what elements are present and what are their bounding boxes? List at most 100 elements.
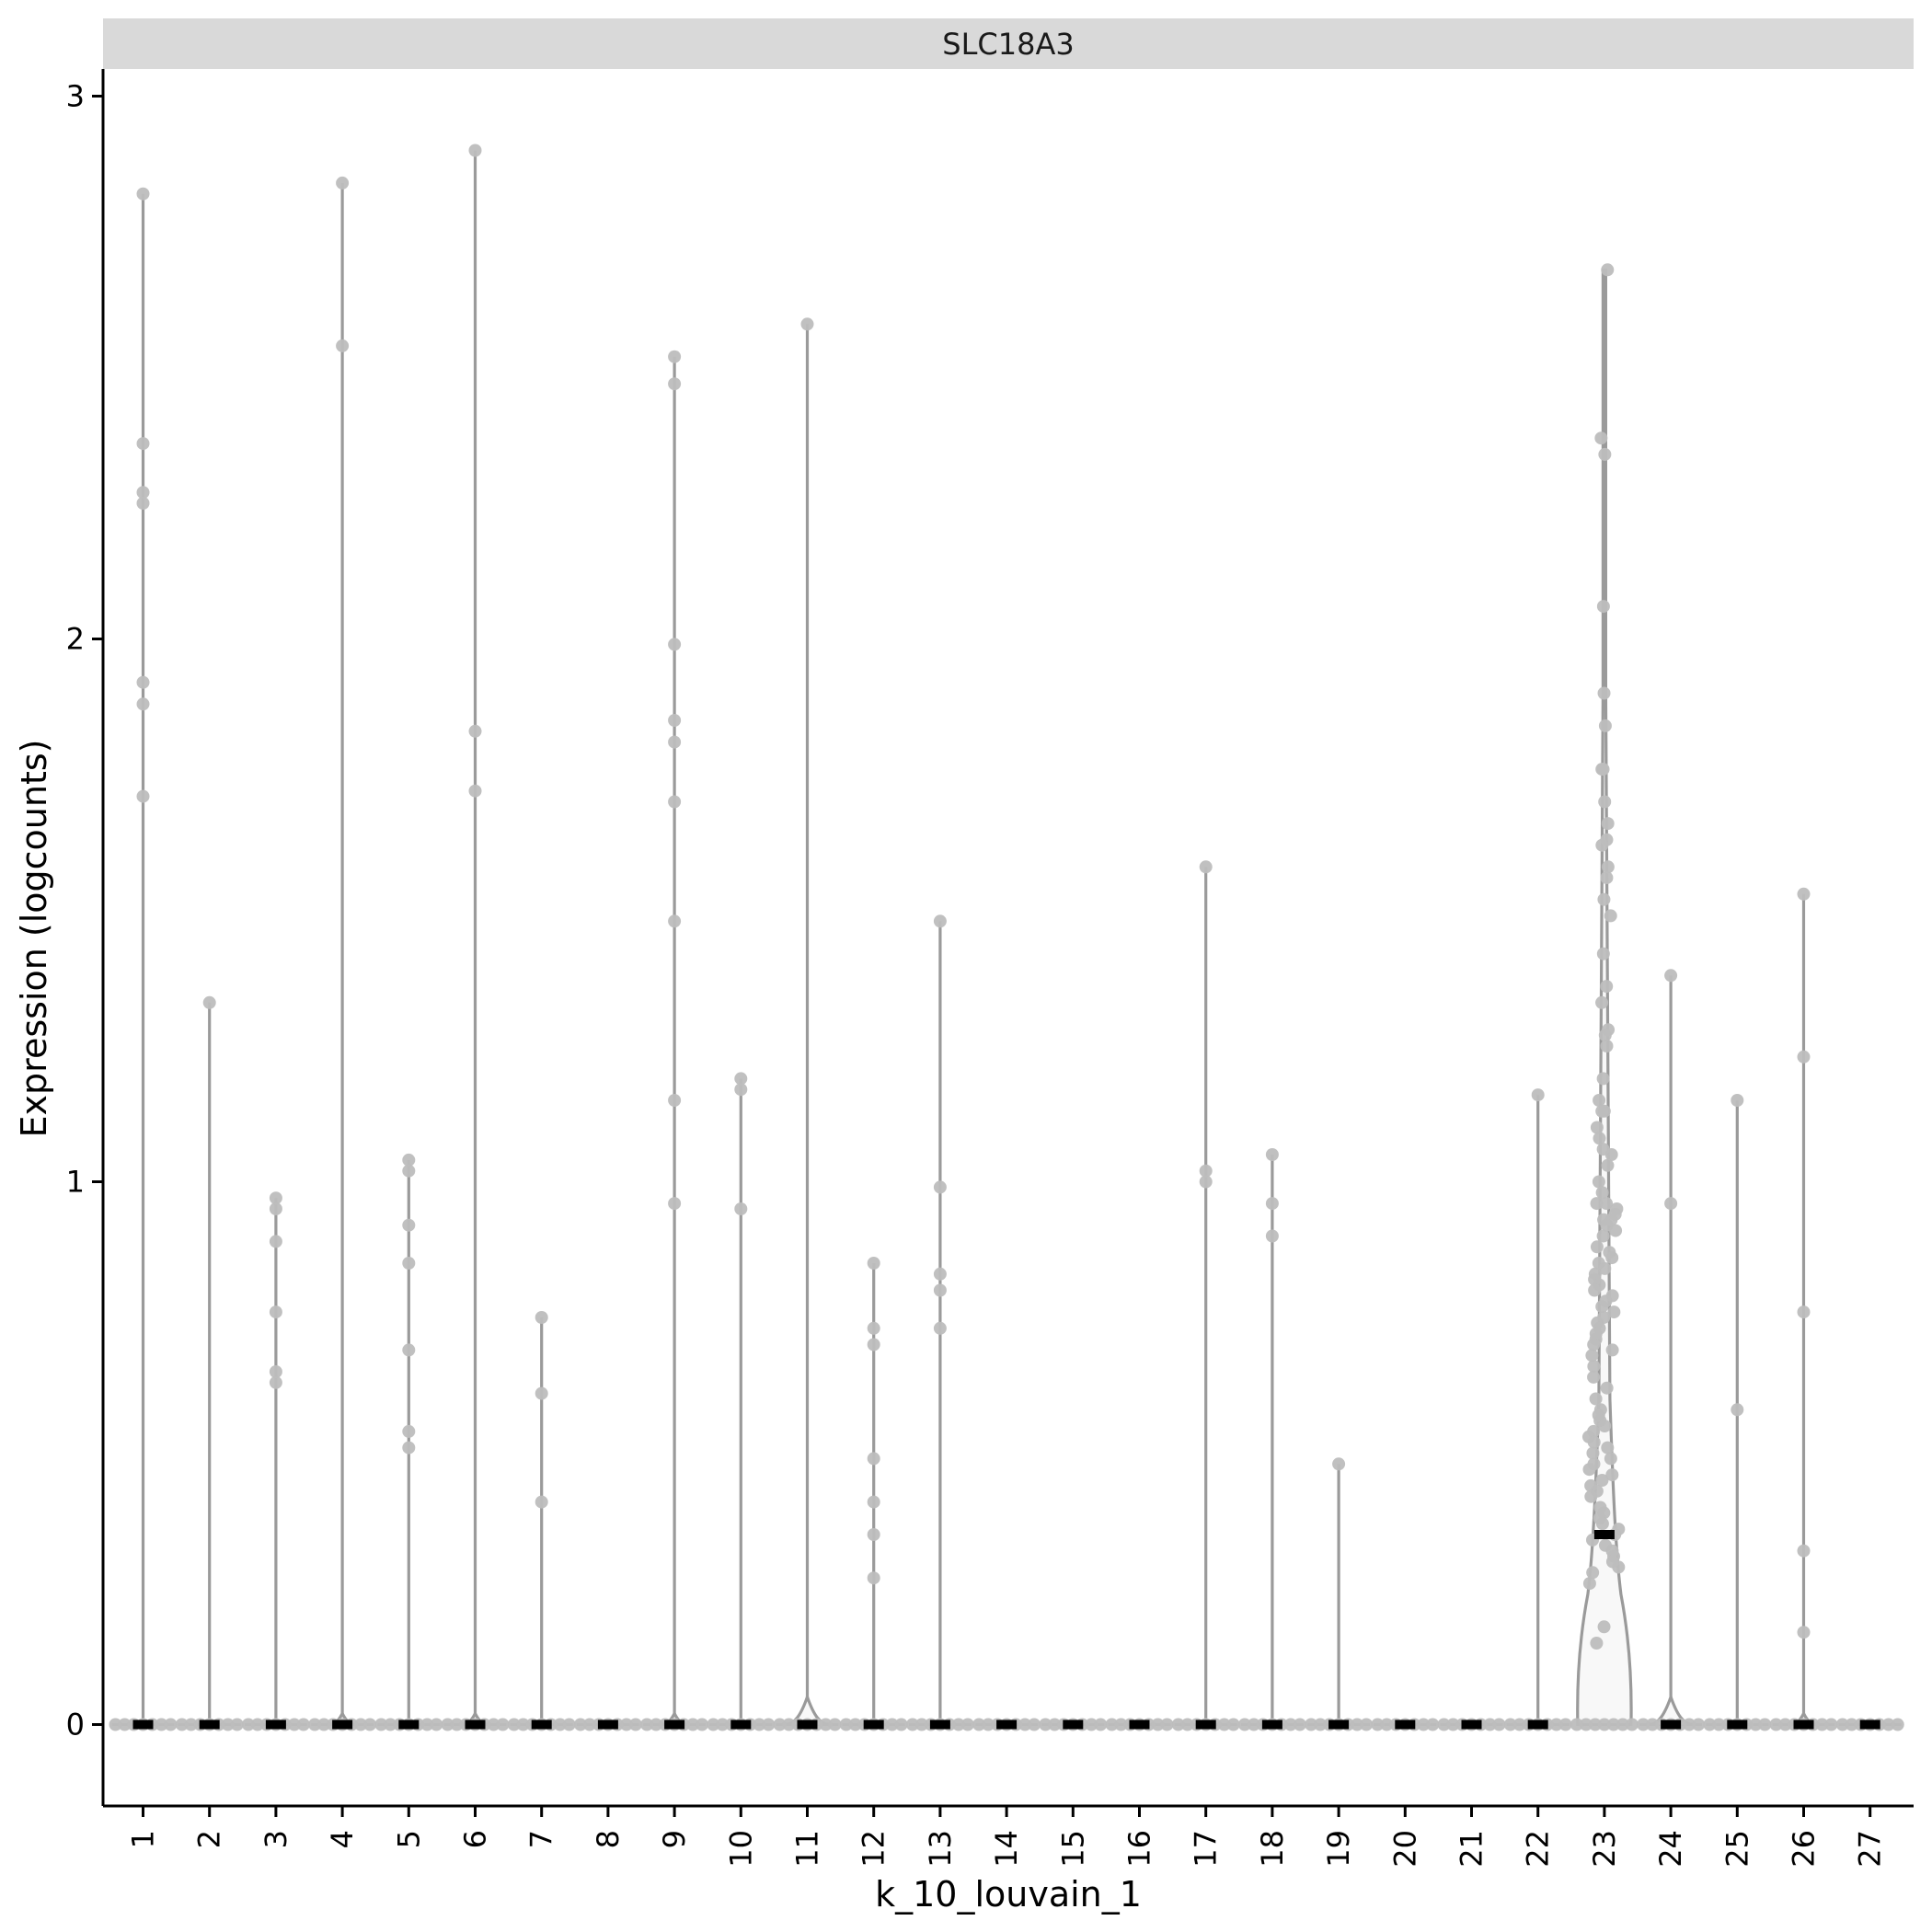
zero-point — [507, 1718, 521, 1731]
x-tick-label: 24 — [1653, 1830, 1688, 1868]
zero-point — [696, 1718, 709, 1731]
data-point — [535, 1311, 548, 1324]
data-point — [1601, 860, 1615, 874]
data-point — [402, 1218, 416, 1232]
data-point — [668, 914, 682, 928]
data-point — [933, 1321, 947, 1335]
data-point — [1582, 1577, 1596, 1591]
data-point — [1600, 1040, 1614, 1052]
x-tick-label: 27 — [1853, 1830, 1888, 1868]
x-tick-label: 8 — [591, 1830, 626, 1848]
data-point — [1604, 1148, 1618, 1161]
data-point — [1595, 1186, 1609, 1200]
zero-point — [1283, 1718, 1297, 1731]
zero-point — [782, 1718, 796, 1731]
zero-point — [619, 1718, 633, 1731]
data-point — [1605, 1251, 1619, 1265]
zero-point — [1646, 1718, 1660, 1731]
data-point — [1601, 263, 1615, 277]
zero-point — [230, 1718, 244, 1731]
data-point — [269, 1365, 282, 1378]
data-point — [136, 675, 150, 689]
data-point — [1600, 980, 1614, 994]
data-point — [269, 1305, 282, 1319]
data-point — [1598, 719, 1612, 732]
data-point — [1797, 1544, 1811, 1558]
zero-point — [1579, 1718, 1593, 1731]
zero-point — [1606, 1718, 1620, 1731]
zero-point — [1437, 1718, 1451, 1731]
data-point — [933, 1180, 947, 1194]
data-point — [1585, 1349, 1599, 1363]
data-point — [1612, 1560, 1626, 1574]
data-point — [1597, 892, 1611, 906]
zero-point — [1483, 1718, 1497, 1731]
x-tick-label: 25 — [1719, 1830, 1754, 1868]
y-axis-title: Expression (logcounts) — [14, 740, 54, 1138]
data-point — [867, 1528, 880, 1541]
data-point — [1590, 1637, 1604, 1650]
x-tick-label: 10 — [723, 1830, 758, 1868]
data-point — [1586, 1446, 1600, 1460]
data-point — [1601, 817, 1615, 831]
data-point — [1587, 1338, 1601, 1351]
data-point — [136, 697, 150, 711]
zero-point — [175, 1718, 189, 1731]
zero-point — [241, 1718, 255, 1731]
data-point — [402, 1441, 416, 1455]
zero-point — [848, 1718, 862, 1731]
median-mark — [199, 1719, 220, 1730]
zero-point — [839, 1718, 853, 1731]
x-tick-label: 2 — [192, 1830, 227, 1848]
zero-point — [1351, 1718, 1364, 1731]
median-mark — [265, 1719, 286, 1730]
zero-point — [374, 1718, 388, 1731]
data-point — [1604, 1452, 1617, 1466]
data-point — [1199, 1175, 1213, 1189]
zero-point — [1891, 1718, 1904, 1731]
median-mark — [1527, 1719, 1548, 1730]
y-tick-label: 1 — [66, 1165, 85, 1200]
data-point — [1600, 1381, 1614, 1395]
zero-point — [496, 1718, 510, 1731]
data-point — [1604, 909, 1617, 923]
data-point — [402, 1424, 416, 1438]
data-point — [668, 377, 682, 391]
zero-point — [1881, 1718, 1895, 1731]
data-point — [1265, 1229, 1279, 1243]
zero-point — [753, 1718, 766, 1731]
data-point — [1598, 1261, 1612, 1275]
zero-point — [828, 1718, 842, 1731]
zero-point — [1247, 1718, 1260, 1731]
x-axis-ticks: 1 2 3 4 5 6 7 8 9 10 11 12 13 14 15 16 17 18 19 20 21 22 23 24 2… — [126, 1806, 1888, 1868]
data-point — [136, 187, 150, 201]
facet-strip-background — [103, 18, 1914, 69]
data-point — [867, 1321, 880, 1335]
zero-point — [184, 1718, 198, 1731]
facet-strip: SLC18A3 — [103, 18, 1914, 69]
data-point — [402, 1164, 416, 1178]
data-point — [867, 1452, 880, 1466]
zero-point — [1085, 1718, 1098, 1731]
data-point — [136, 497, 150, 510]
zero-point — [1703, 1718, 1717, 1731]
zero-point — [972, 1718, 986, 1731]
zero-point — [1637, 1718, 1650, 1731]
data-point — [1609, 1224, 1623, 1237]
zero-point — [1778, 1718, 1792, 1731]
median-markers — [132, 1530, 1880, 1730]
median-mark — [1793, 1719, 1814, 1730]
median-mark — [1195, 1719, 1216, 1730]
data-point — [1797, 1305, 1811, 1319]
x-tick-label: 17 — [1189, 1830, 1224, 1868]
zero-point — [885, 1718, 899, 1731]
data-point — [402, 1257, 416, 1270]
x-tick-label: 11 — [790, 1830, 825, 1868]
x-tick-label: 6 — [458, 1830, 493, 1848]
zero-point — [1426, 1718, 1440, 1731]
data-point — [668, 714, 682, 727]
x-tick-label: 21 — [1455, 1830, 1489, 1868]
x-axis-title: k_10_louvain_1 — [875, 1874, 1142, 1915]
median-mark — [863, 1719, 884, 1730]
